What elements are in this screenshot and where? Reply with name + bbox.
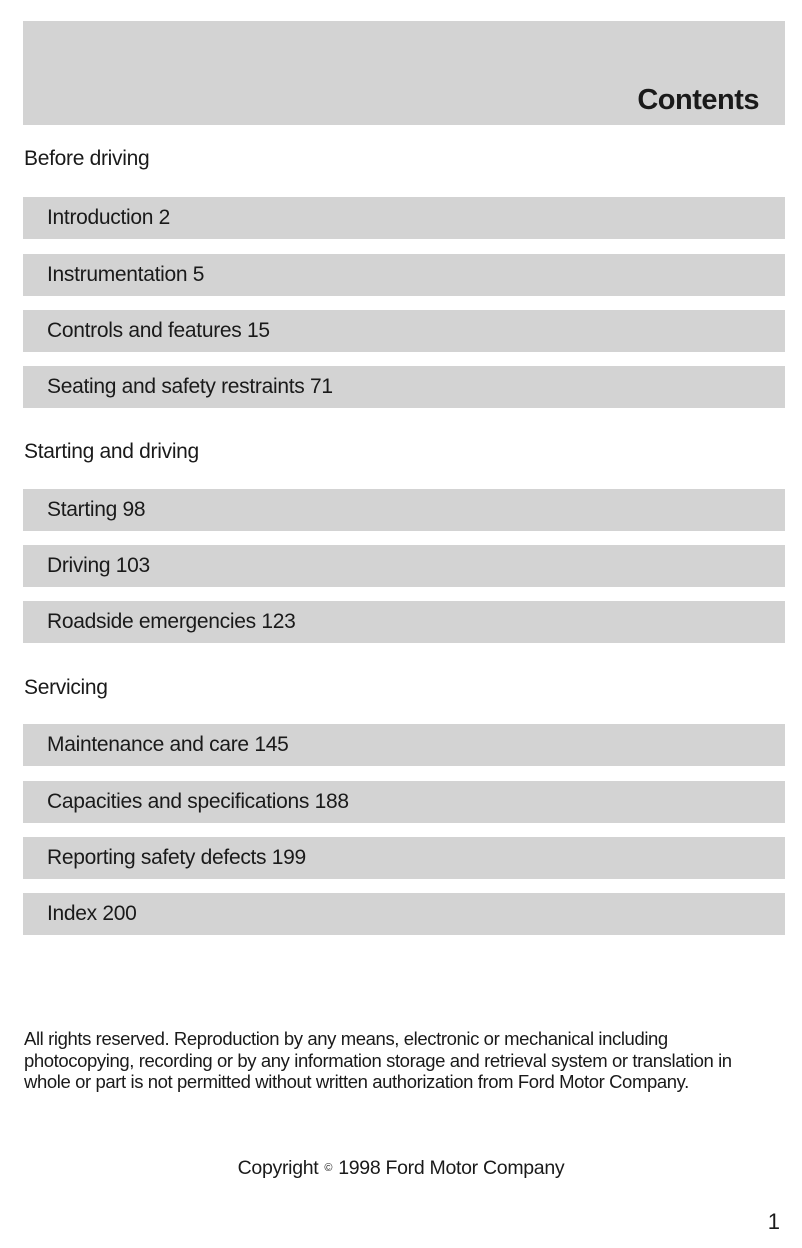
- toc-entry-label: Driving 103: [47, 554, 150, 577]
- toc-entry[interactable]: Instrumentation 5: [23, 254, 785, 296]
- toc-entry[interactable]: Seating and safety restraints 71: [23, 366, 785, 408]
- toc-entry-label: Starting 98: [47, 498, 146, 521]
- toc-entry[interactable]: Controls and features 15: [23, 310, 785, 352]
- toc-entry[interactable]: Reporting safety defects 199: [23, 837, 785, 879]
- page-title: Contents: [637, 84, 759, 116]
- copyright-prefix: Copyright: [237, 1157, 319, 1179]
- toc-entry[interactable]: Introduction 2: [23, 197, 785, 239]
- toc-entry-label: Seating and safety restraints 71: [47, 375, 333, 398]
- toc-entry-label: Maintenance and care 145: [47, 733, 289, 756]
- toc-entry-label: Roadside emergencies 123: [47, 610, 296, 633]
- toc-entry[interactable]: Maintenance and care 145: [23, 724, 785, 766]
- section-heading-starting-and-driving: Starting and driving: [24, 440, 199, 463]
- copyright-line: Copyright © 1998 Ford Motor Company: [0, 1157, 802, 1180]
- page-number: 1: [767, 1209, 780, 1234]
- copyright-symbol: ©: [324, 1162, 333, 1174]
- toc-entry-label: Introduction 2: [47, 206, 171, 229]
- toc-entry-label: Controls and features 15: [47, 319, 270, 342]
- toc-entry-label: Reporting safety defects 199: [47, 846, 306, 869]
- section-heading-before-driving: Before driving: [24, 147, 150, 170]
- toc-entry[interactable]: Capacities and specifications 188: [23, 781, 785, 823]
- toc-entry-label: Instrumentation 5: [47, 263, 205, 286]
- contents-header-band: Contents: [23, 21, 785, 125]
- toc-entry[interactable]: Driving 103: [23, 545, 785, 587]
- copyright-suffix: 1998 Ford Motor Company: [338, 1157, 565, 1179]
- toc-entry-label: Index 200: [47, 902, 137, 925]
- toc-entry[interactable]: Index 200: [23, 893, 785, 935]
- toc-entry-label: Capacities and specifications 188: [47, 790, 349, 813]
- section-heading-servicing: Servicing: [24, 676, 108, 699]
- rights-notice: All rights reserved. Reproduction by any…: [24, 1028, 732, 1092]
- toc-entry[interactable]: Roadside emergencies 123: [23, 601, 785, 643]
- toc-entry[interactable]: Starting 98: [23, 489, 785, 531]
